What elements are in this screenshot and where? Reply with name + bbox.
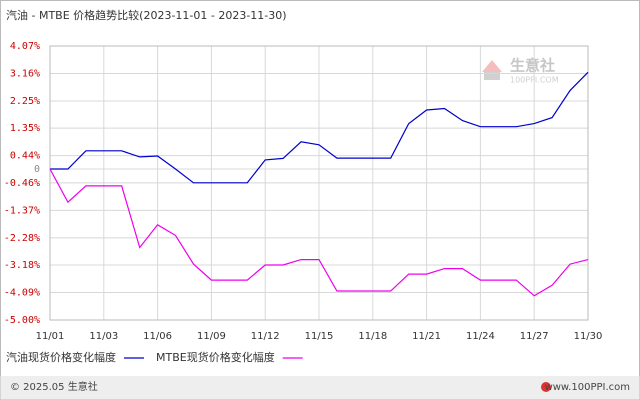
y-tick-label: 0 [34, 164, 40, 175]
x-tick-label: 11/03 [89, 331, 118, 342]
footer-band [0, 376, 640, 400]
x-tick-label: 11/21 [412, 331, 441, 342]
y-tick-label: -4.09% [4, 288, 40, 299]
legend-label: 汽油现货价格变化幅度 [6, 350, 116, 364]
x-tick-label: 11/09 [197, 331, 226, 342]
chart-title: 汽油 - MTBE 价格趋势比较(2023-11-01 - 2023-11-30… [6, 8, 287, 22]
footer-right: www.100PPI.com [545, 382, 630, 393]
series-line [50, 71, 589, 184]
y-tick-label: -1.37% [4, 205, 40, 216]
y-tick-label: 0.44% [10, 151, 40, 162]
series-line [49, 168, 589, 297]
y-tick-label: 4.07% [10, 41, 40, 52]
y-tick-label: -3.18% [4, 260, 40, 271]
watermark-name: 生意社 [510, 57, 555, 75]
y-tick-label: -0.46% [4, 178, 40, 189]
x-tick-label: 11/06 [143, 331, 172, 342]
y-tick-label: -2.28% [4, 233, 40, 244]
x-tick-label: 11/18 [358, 331, 387, 342]
footer-icon [541, 382, 551, 392]
x-tick-label: 11/24 [466, 331, 495, 342]
y-tick-label: 3.16% [10, 68, 40, 79]
watermark-icon [484, 72, 500, 80]
x-tick-label: 11/12 [251, 331, 280, 342]
y-tick-label: 1.35% [10, 123, 40, 134]
x-tick-label: 11/30 [574, 331, 603, 342]
legend-label: MTBE现货价格变化幅度 [156, 350, 275, 364]
watermark-icon [482, 60, 502, 72]
y-tick-label: -5.00% [4, 315, 40, 326]
x-tick-label: 11/01 [36, 331, 65, 342]
legend-item: 汽油现货价格变化幅度 [6, 350, 144, 364]
footer-left: © 2025.05 生意社 [10, 380, 98, 393]
x-tick-label: 11/27 [520, 331, 549, 342]
legend-item: MTBE现货价格变化幅度 [156, 350, 303, 364]
y-tick-label: 2.25% [10, 96, 40, 107]
x-tick-label: 11/15 [305, 331, 334, 342]
plot-border [49, 45, 589, 321]
